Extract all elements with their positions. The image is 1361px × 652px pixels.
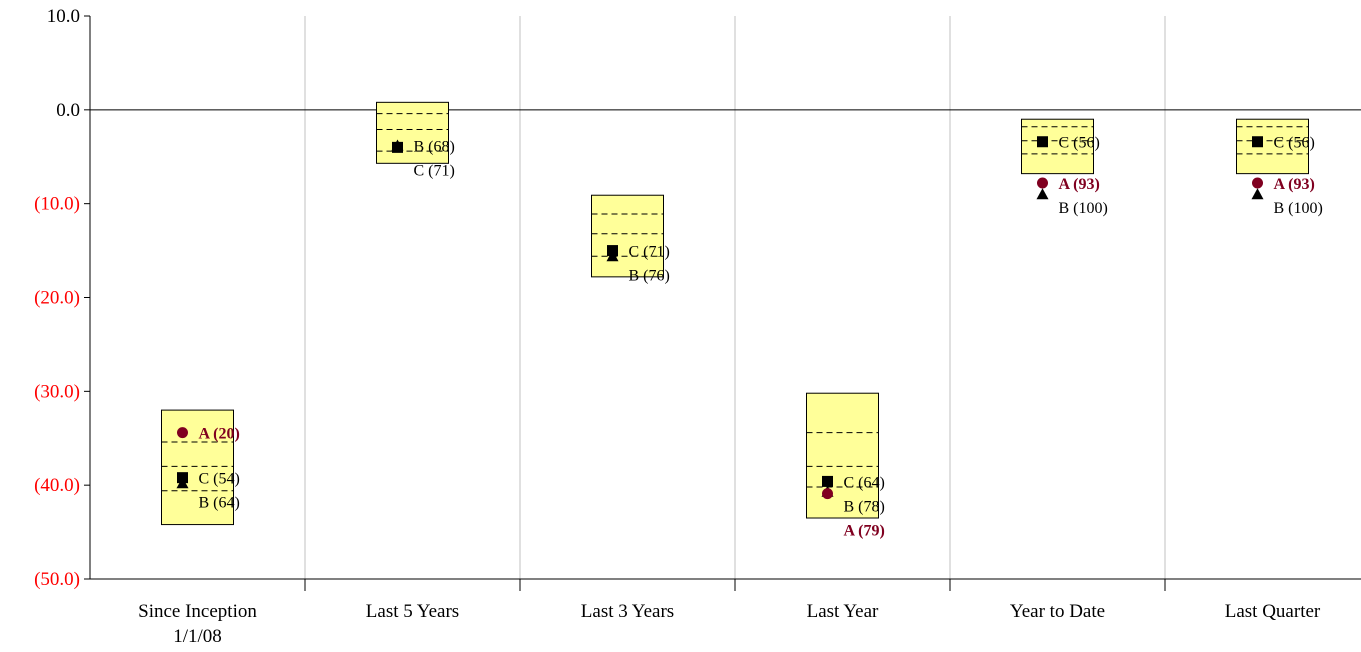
marker-label: B (68) [414,138,455,155]
category-label: Since Inception [138,601,257,622]
y-tick-label: (50.0) [34,569,80,590]
category-label: Year to Date [1010,601,1105,622]
series-c-square-marker [1252,136,1263,148]
y-tick-label: (30.0) [34,381,80,402]
percentile-box [806,392,879,519]
series-c-square-marker [822,475,833,487]
marker-label: B (64) [199,495,240,512]
marker-label: C (54) [199,471,240,488]
series-a-circle-marker [177,427,188,439]
marker-label: C (56) [1059,135,1100,152]
category-label: Last 5 Years [366,601,459,622]
marker-label: B (100) [1274,200,1323,217]
series-b-triangle-marker [1036,188,1049,200]
category-label: 1/1/08 [173,626,222,647]
series-a-circle-marker [1252,177,1263,189]
marker-label: B (100) [1059,200,1108,217]
category-label: Last 3 Years [581,601,674,622]
marker-label: B (78) [844,498,885,515]
series-c-square-marker [392,141,403,153]
percentile-box [376,101,449,164]
marker-label: C (64) [844,474,885,491]
percentile-box [1236,118,1309,175]
y-tick-label: (20.0) [34,288,80,309]
label-layer: Since Inception 1/1/08 A (20) C (54) B (64) L… [138,135,1323,647]
percentile-box [161,409,234,526]
marker-label: A (20) [199,426,240,443]
axis-layer: 10.0 0.0 (10.0) (20.0) (30.0) (40.0) (50.0) [34,6,1361,591]
percentile-box [591,194,664,278]
series-a-circle-marker [1037,177,1048,189]
category-label: Last Year [807,601,879,622]
marker-label: A (79) [844,522,885,539]
grid-layer [304,16,1166,579]
y-tick-label: (40.0) [34,475,80,496]
series-b-triangle-marker [1251,188,1264,200]
percentile-box [1021,118,1094,175]
box-layer [161,101,1309,526]
category-label: Last Quarter [1225,601,1321,622]
marker-layer [176,136,1264,500]
marker-label: A (93) [1274,176,1315,193]
series-b-triangle-marker [606,250,619,262]
marker-label: B (76) [629,268,670,285]
y-tick-label: 10.0 [47,6,80,27]
y-tick-label: 0.0 [56,100,80,121]
series-a-circle-marker [822,488,833,500]
marker-label: C (56) [1274,135,1315,152]
marker-label: C (71) [629,244,670,261]
marker-label: C (71) [414,162,455,179]
series-b-triangle-marker [176,477,189,489]
marker-label: A (93) [1059,176,1100,193]
y-tick-label: (10.0) [34,194,80,215]
series-c-square-marker [1037,136,1048,148]
